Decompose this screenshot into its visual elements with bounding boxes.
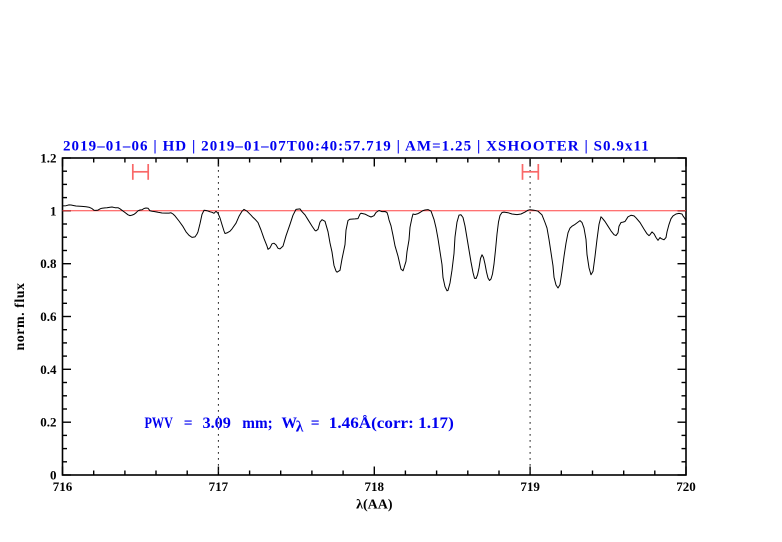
svg-text:W: W xyxy=(282,415,298,432)
svg-text:mm;: mm; xyxy=(242,415,272,432)
svg-text:2019–01–06 | HD | 2019–01–07T0: 2019–01–06 | HD | 2019–01–07T00:40:57.71… xyxy=(63,139,650,155)
svg-text:3.09: 3.09 xyxy=(203,415,232,432)
svg-text:718: 718 xyxy=(364,479,384,494)
svg-text:λ: λ xyxy=(296,419,304,436)
svg-text:716: 716 xyxy=(53,479,73,494)
svg-text:1.2: 1.2 xyxy=(40,151,56,166)
svg-text:norm. flux: norm. flux xyxy=(13,283,28,351)
svg-text:720: 720 xyxy=(676,479,696,494)
svg-text:0.8: 0.8 xyxy=(40,256,57,271)
svg-text:=: = xyxy=(311,415,320,432)
svg-text:PWV: PWV xyxy=(145,415,174,432)
svg-text:=: = xyxy=(184,415,193,432)
svg-text:719: 719 xyxy=(520,479,540,494)
svg-text:0.6: 0.6 xyxy=(40,309,57,324)
svg-text:717: 717 xyxy=(209,479,229,494)
svg-text:1: 1 xyxy=(50,203,57,218)
svg-text:0.4: 0.4 xyxy=(40,362,57,377)
svg-text:0.2: 0.2 xyxy=(40,415,56,430)
svg-text:λ(AA): λ(AA) xyxy=(356,498,393,513)
svg-text:0: 0 xyxy=(50,468,57,483)
svg-text:1.46Å(corr: 1.17): 1.46Å(corr: 1.17) xyxy=(329,415,454,432)
